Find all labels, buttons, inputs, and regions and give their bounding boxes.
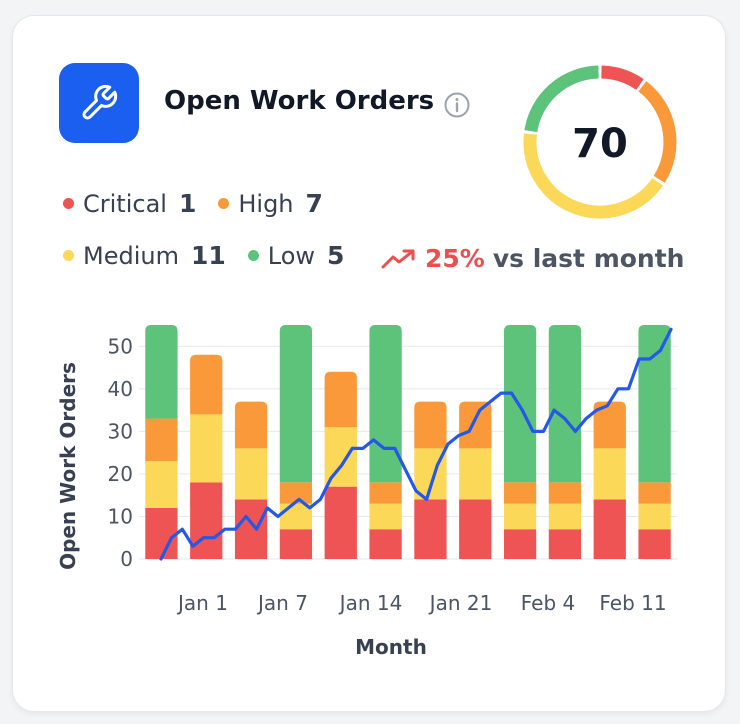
bar-segment-medium: [279, 503, 313, 530]
bar-segment-critical: [548, 529, 582, 559]
trend-label: vs last month: [492, 244, 685, 273]
bar-segment-high: [593, 401, 626, 449]
x-tick-label: Jan 14: [338, 591, 403, 615]
bar-segment-high: [279, 482, 313, 504]
bar-segment-medium: [459, 448, 492, 500]
legend-item-high: High 7: [218, 189, 323, 218]
total-count: 70: [572, 121, 628, 167]
legend-count: 5: [327, 241, 345, 270]
bar-segment-low: [638, 325, 671, 483]
card-title: Open Work Orders: [164, 86, 435, 116]
bar-segment-low: [145, 325, 178, 419]
legend-count: 1: [178, 189, 197, 218]
y-tick-label: 50: [108, 334, 133, 358]
bar-segment-medium: [548, 503, 582, 530]
donut-segment-medium: [523, 133, 663, 219]
donut-segment-critical: [601, 65, 644, 91]
trend-indicator: 25% vs last month: [381, 244, 684, 273]
x-tick-label: Jan 1: [176, 591, 228, 615]
y-axis-label: Open Work Orders: [56, 362, 80, 570]
bar-segment-critical: [324, 486, 357, 559]
bar-segment-medium: [369, 503, 402, 530]
wrench-icon: [59, 63, 139, 143]
trend-line: [159, 327, 673, 561]
high-dot: [218, 198, 230, 209]
legend-row-2: Medium 11 Low 5: [63, 241, 366, 270]
bar-segment-medium: [190, 414, 223, 483]
work-orders-card: Open Work Orders 70 Critical 1 High 7 Me…: [12, 15, 726, 712]
x-axis-label: Month: [355, 635, 427, 659]
x-tick-label: Feb 11: [599, 591, 666, 615]
x-tick-label: Feb 4: [521, 591, 576, 615]
bar-segment-medium: [145, 461, 178, 508]
y-tick-label: 0: [120, 547, 133, 571]
bar-segment-critical: [414, 499, 447, 559]
bar-segment-critical: [503, 529, 537, 559]
bar-segment-critical: [234, 499, 268, 559]
donut-segment-high: [638, 81, 677, 183]
bar-segment-high: [548, 482, 582, 504]
legend-count: 11: [190, 241, 226, 270]
bar-segment-high: [503, 482, 537, 504]
bar-segment-critical: [279, 529, 313, 559]
total-donut: 70: [523, 65, 677, 219]
trending-up-icon: [381, 249, 415, 268]
bar-segment-critical: [145, 507, 178, 559]
bar-segment-high: [459, 401, 492, 449]
bar-segment-low: [279, 325, 313, 483]
legend-row-1: Critical 1 High 7: [63, 189, 345, 218]
y-tick-label: 40: [108, 377, 133, 401]
bar-segment-high: [414, 401, 447, 449]
legend-item-medium: Medium 11: [63, 241, 226, 270]
bar-segment-critical: [638, 529, 671, 559]
bar-segment-critical: [593, 499, 626, 559]
legend-item-low: Low 5: [247, 241, 345, 270]
medium-dot: [63, 250, 74, 261]
y-tick-label: 20: [108, 462, 133, 486]
bar-segment-critical: [459, 499, 492, 559]
bar-segment-high: [234, 401, 268, 449]
bar-segment-medium: [593, 448, 626, 500]
y-tick-label: 10: [108, 504, 133, 528]
x-tick-label: Jan 21: [428, 591, 493, 615]
legend-label: Medium: [83, 241, 179, 270]
bar-segment-high: [324, 371, 357, 428]
x-tick-label: Jan 7: [256, 591, 308, 615]
bar-segment-high: [190, 354, 223, 415]
donut-segment-low: [524, 65, 599, 133]
y-tick-label: 30: [108, 419, 133, 443]
critical-dot: [63, 198, 74, 209]
legend-label: High: [238, 189, 294, 218]
bar-segment-medium: [638, 503, 671, 530]
trend-percent: 25%: [425, 244, 485, 273]
bar-segment-medium: [234, 448, 268, 500]
info-icon[interactable]: [443, 91, 471, 119]
bar-segment-low: [548, 325, 582, 483]
work-orders-chart: 0 10 20 30 40 50 Jan 1 Jan 7 Jan 14 Jan 21 Feb 4 F…: [56, 325, 677, 659]
bar-segment-low: [369, 325, 402, 483]
legend-label: Low: [267, 241, 316, 270]
bar-segment-high: [369, 482, 402, 504]
bar-segment-critical: [369, 529, 402, 559]
legend-item-critical: Critical 1: [63, 189, 196, 218]
bar-segment-medium: [324, 427, 357, 487]
low-dot: [247, 250, 259, 261]
bar-segment-medium: [503, 503, 537, 530]
legend-label: Critical: [83, 189, 167, 218]
legend-count: 7: [305, 189, 323, 218]
bar-segment-high: [638, 482, 671, 504]
bar-segment-high: [145, 418, 178, 462]
bar-segment-critical: [190, 482, 223, 559]
